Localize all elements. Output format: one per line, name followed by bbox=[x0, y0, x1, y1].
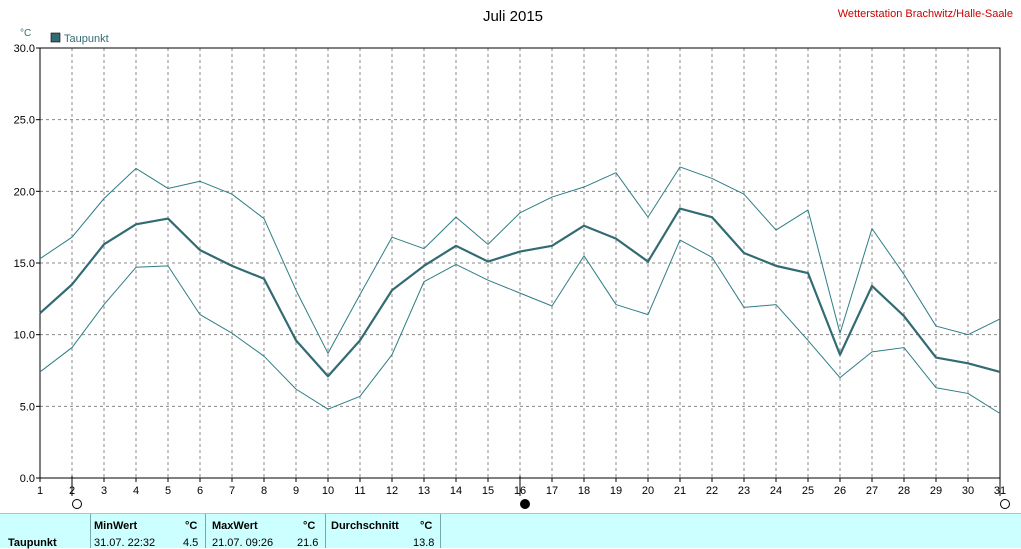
x-tick-label: 5 bbox=[165, 485, 171, 497]
x-tick-label: 19 bbox=[610, 485, 622, 497]
moon-phases bbox=[71, 476, 1010, 509]
y-tick-label: 30.0 bbox=[14, 43, 35, 55]
x-tick-label: 14 bbox=[450, 485, 462, 497]
stats-separator bbox=[440, 514, 441, 548]
x-tick-label: 21 bbox=[674, 485, 686, 497]
x-tick-label: 3 bbox=[101, 485, 107, 497]
stats-row-label: Taupunkt bbox=[8, 537, 57, 549]
stats-separator bbox=[325, 514, 326, 548]
max-unit: °C bbox=[303, 520, 316, 532]
y-tick-label: 20.0 bbox=[14, 186, 35, 198]
station-name: Wetterstation Brachwitz/Halle-Saale bbox=[838, 8, 1013, 20]
x-tick-label: 9 bbox=[293, 485, 299, 497]
x-tick-label: 28 bbox=[898, 485, 910, 497]
x-tick-label: 22 bbox=[706, 485, 718, 497]
x-tick-label: 6 bbox=[197, 485, 203, 497]
legend-swatch bbox=[50, 32, 61, 43]
x-tick-label: 20 bbox=[642, 485, 654, 497]
max-header: MaxWert bbox=[212, 520, 258, 532]
min-header: MinWert bbox=[94, 520, 138, 532]
x-tick-label: 23 bbox=[738, 485, 750, 497]
x-tick-label: 18 bbox=[578, 485, 590, 497]
stats-separator bbox=[90, 514, 91, 548]
grid-lines bbox=[40, 48, 1000, 478]
avg-header: Durchschnitt bbox=[331, 520, 399, 532]
moon-full-icon bbox=[1000, 499, 1010, 509]
y-axis-unit: °C bbox=[20, 28, 31, 39]
series-line-mean bbox=[39, 207, 1001, 378]
min-time: 31.07. 22:32 bbox=[94, 537, 156, 549]
y-tick-label: 0.0 bbox=[20, 473, 35, 485]
x-tick-label: 17 bbox=[546, 485, 558, 497]
x-tick-label: 10 bbox=[322, 485, 334, 497]
avg-value: 13.8 bbox=[413, 537, 435, 549]
x-tick-label: 15 bbox=[482, 485, 494, 497]
x-tick-label: 11 bbox=[354, 485, 365, 497]
max-time: 21.07. 09:26 bbox=[212, 537, 274, 549]
legend-label: Taupunkt bbox=[64, 33, 109, 45]
y-tick-label: 5.0 bbox=[20, 401, 35, 413]
y-tick-label: 25.0 bbox=[14, 115, 35, 127]
x-tick-label: 26 bbox=[834, 485, 846, 497]
moon-new-icon bbox=[520, 499, 530, 509]
y-tick-label: 15.0 bbox=[14, 258, 35, 270]
x-tick-label: 30 bbox=[962, 485, 974, 497]
x-tick-label: 4 bbox=[133, 485, 139, 497]
x-tick-label: 7 bbox=[229, 485, 235, 497]
x-tick-label: 13 bbox=[418, 485, 430, 497]
x-tick-label: 29 bbox=[930, 485, 942, 497]
dewpoint-chart: Juli 2015 Wetterstation Brachwitz/Halle-… bbox=[14, 8, 1013, 509]
y-axis: 0.0 5.0 10.0 15.0 20.0 25.0 30.0 bbox=[14, 43, 40, 485]
max-value: 21.6 bbox=[297, 537, 319, 549]
x-tick-label: 12 bbox=[386, 485, 398, 497]
stats-separator bbox=[205, 514, 206, 548]
avg-unit: °C bbox=[420, 520, 433, 532]
x-tick-label: 1 bbox=[37, 485, 43, 497]
y-tick-label: 10.0 bbox=[14, 330, 35, 342]
stats-bar: Taupunkt MinWert °C 31.07. 22:32 4.5 Max… bbox=[0, 513, 1021, 549]
series-group bbox=[39, 166, 1001, 414]
chart-title: Juli 2015 bbox=[483, 8, 543, 25]
min-value: 4.5 bbox=[183, 537, 199, 549]
x-axis: 1234567891011121314151617181920212223242… bbox=[37, 478, 1006, 497]
series-line-min bbox=[39, 239, 1001, 414]
moon-full-icon bbox=[72, 499, 82, 509]
x-tick-label: 8 bbox=[261, 485, 267, 497]
x-tick-label: 25 bbox=[802, 485, 814, 497]
min-unit: °C bbox=[185, 520, 198, 532]
x-tick-label: 24 bbox=[770, 485, 782, 497]
x-tick-label: 27 bbox=[866, 485, 878, 497]
series-line-max bbox=[39, 166, 1001, 354]
